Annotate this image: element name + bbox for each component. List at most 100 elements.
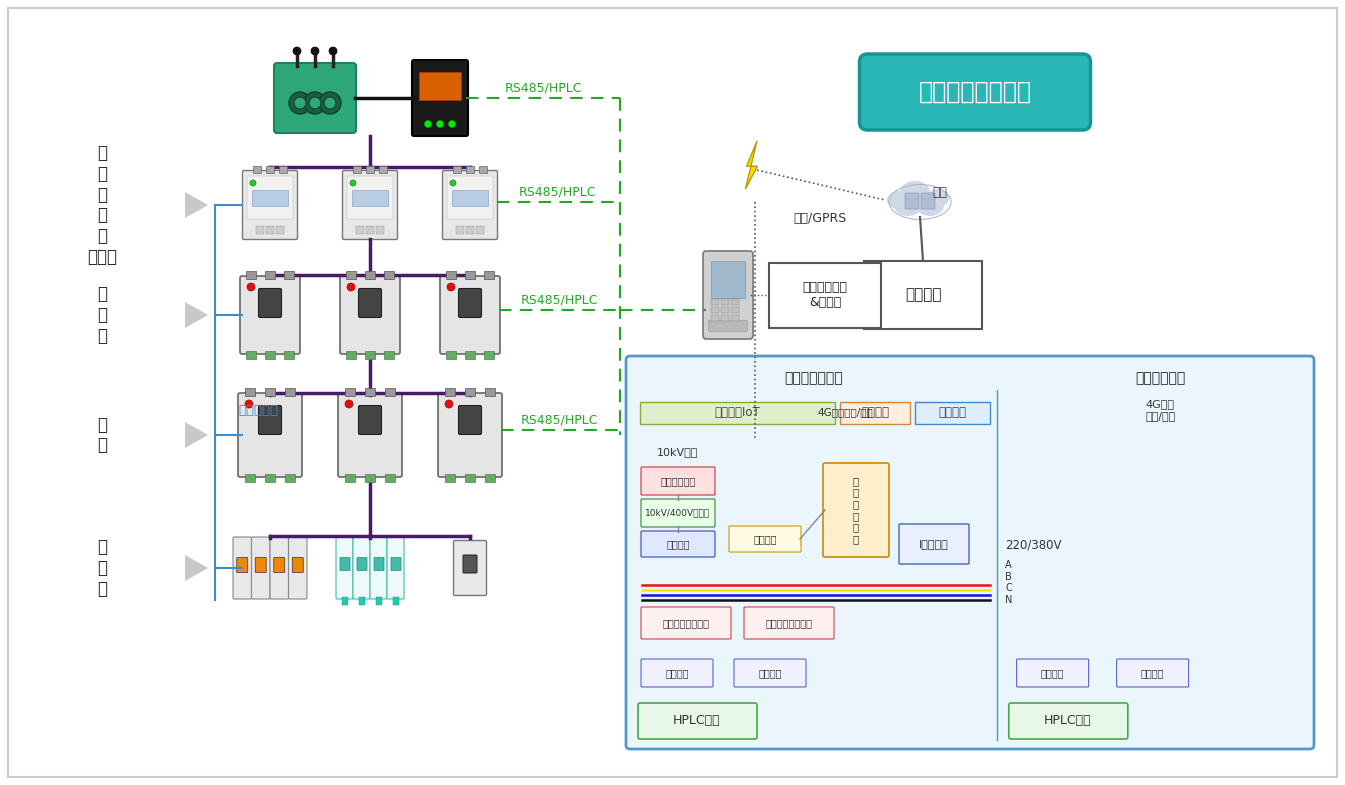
Circle shape: [324, 97, 336, 109]
FancyBboxPatch shape: [921, 193, 935, 209]
FancyBboxPatch shape: [1017, 659, 1088, 687]
FancyBboxPatch shape: [239, 276, 300, 354]
Circle shape: [347, 283, 355, 291]
Bar: [484, 351, 494, 359]
Circle shape: [437, 121, 444, 127]
Circle shape: [250, 180, 256, 186]
FancyBboxPatch shape: [420, 72, 461, 100]
Text: 一路分支智能开关: 一路分支智能开关: [663, 618, 710, 628]
FancyBboxPatch shape: [823, 463, 889, 557]
FancyBboxPatch shape: [359, 289, 382, 317]
FancyBboxPatch shape: [252, 190, 288, 206]
FancyBboxPatch shape: [443, 170, 498, 239]
Bar: [712, 307, 720, 313]
FancyBboxPatch shape: [859, 54, 1091, 130]
Bar: [730, 299, 738, 305]
Circle shape: [319, 92, 342, 114]
Text: 表
箱: 表 箱: [97, 415, 108, 455]
Circle shape: [289, 92, 311, 114]
Circle shape: [295, 97, 307, 109]
Ellipse shape: [894, 194, 923, 216]
Text: RS485/HPLC: RS485/HPLC: [519, 185, 597, 199]
Circle shape: [445, 400, 453, 408]
Bar: [841, 402, 911, 424]
Circle shape: [330, 47, 338, 55]
Bar: [465, 474, 475, 482]
FancyBboxPatch shape: [258, 406, 281, 435]
Bar: [265, 474, 274, 482]
Text: 分
支
箱: 分 支 箱: [97, 285, 108, 345]
Bar: [245, 388, 256, 396]
FancyBboxPatch shape: [734, 659, 806, 687]
Ellipse shape: [916, 194, 944, 216]
Text: 表笱开关: 表笱开关: [759, 668, 781, 678]
Bar: [265, 388, 274, 396]
FancyBboxPatch shape: [374, 557, 385, 571]
Circle shape: [304, 92, 325, 114]
Polygon shape: [186, 422, 208, 448]
FancyBboxPatch shape: [288, 537, 307, 599]
Text: 光纤/GPRS: 光纤/GPRS: [794, 211, 846, 225]
Bar: [265, 351, 274, 359]
Bar: [456, 226, 464, 234]
Text: 用采主站系统: 用采主站系统: [1135, 371, 1185, 385]
Text: 综
合
配
电
箱
（室）: 综 合 配 电 箱 （室）: [87, 144, 117, 266]
FancyBboxPatch shape: [270, 537, 288, 599]
Bar: [863, 261, 982, 329]
Bar: [476, 226, 484, 234]
FancyBboxPatch shape: [352, 190, 387, 206]
FancyBboxPatch shape: [258, 289, 281, 317]
Text: 配电自动化系统: 配电自动化系统: [784, 371, 843, 385]
Bar: [253, 166, 261, 173]
Text: 220/380V: 220/380V: [1005, 539, 1061, 552]
Text: 4G无线
公网/专网: 4G无线 公网/专网: [1146, 400, 1176, 421]
Bar: [712, 315, 720, 321]
Bar: [445, 474, 455, 482]
Bar: [266, 166, 274, 173]
FancyBboxPatch shape: [387, 537, 404, 599]
Bar: [465, 388, 475, 396]
FancyBboxPatch shape: [412, 60, 468, 136]
FancyBboxPatch shape: [453, 541, 487, 596]
FancyBboxPatch shape: [274, 63, 356, 133]
Bar: [265, 271, 274, 279]
Text: 表笱开关: 表笱开关: [1141, 668, 1165, 678]
Bar: [769, 262, 881, 327]
FancyBboxPatch shape: [356, 557, 367, 571]
Bar: [364, 351, 375, 359]
FancyBboxPatch shape: [391, 557, 401, 571]
Polygon shape: [186, 555, 208, 581]
Bar: [285, 388, 295, 396]
Bar: [375, 597, 382, 605]
Circle shape: [350, 180, 356, 186]
Bar: [246, 271, 257, 279]
FancyBboxPatch shape: [237, 557, 247, 572]
Text: 出线开关: 出线开关: [666, 539, 690, 549]
Circle shape: [448, 121, 456, 127]
Bar: [346, 474, 355, 482]
FancyBboxPatch shape: [642, 531, 716, 557]
Bar: [383, 351, 394, 359]
Text: 天正智慧物联产品: 天正智慧物联产品: [919, 80, 1032, 104]
FancyBboxPatch shape: [1009, 703, 1128, 739]
Bar: [245, 474, 256, 482]
FancyBboxPatch shape: [463, 555, 477, 573]
Bar: [276, 226, 284, 234]
Bar: [712, 299, 720, 305]
Circle shape: [451, 180, 456, 186]
Polygon shape: [186, 302, 208, 328]
Bar: [385, 474, 395, 482]
Polygon shape: [745, 141, 757, 189]
Text: 10kV/400V变压器: 10kV/400V变压器: [646, 509, 710, 517]
FancyBboxPatch shape: [898, 524, 968, 564]
FancyBboxPatch shape: [438, 393, 502, 477]
FancyBboxPatch shape: [347, 176, 393, 219]
Polygon shape: [186, 192, 208, 218]
Bar: [377, 226, 385, 234]
FancyBboxPatch shape: [638, 703, 757, 739]
Text: 一路分支智能开关: 一路分支智能开关: [765, 618, 812, 628]
FancyBboxPatch shape: [338, 393, 402, 477]
Text: 智
能
融
合
终
端: 智 能 融 合 终 端: [853, 476, 859, 544]
FancyBboxPatch shape: [352, 537, 370, 599]
Bar: [721, 307, 729, 313]
